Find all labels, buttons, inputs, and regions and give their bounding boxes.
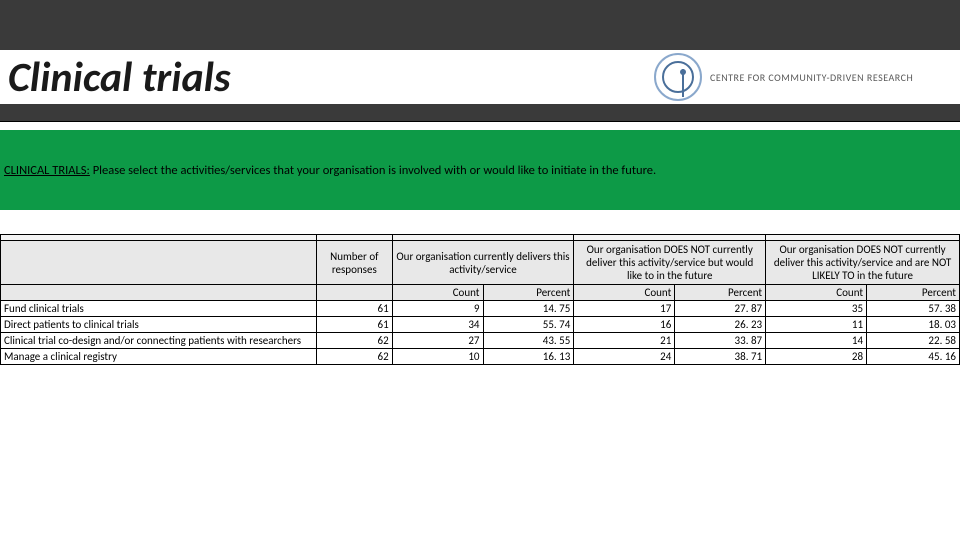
header-percent-3: Percent [867, 285, 960, 301]
row-label: Direct patients to clinical trials [1, 317, 317, 333]
logo-icon [654, 53, 702, 101]
instruction-lead: CLINICAL TRIALS: [4, 163, 90, 178]
row-p1: 43. 55 [483, 333, 574, 349]
row-p1: 16. 13 [483, 349, 574, 365]
table-row: Manage a clinical registry 62 10 16. 13 … [1, 349, 960, 365]
header-responses-blank [316, 285, 392, 301]
header-group-2: Our organisation DOES NOT currently deli… [574, 241, 766, 285]
row-c3: 28 [766, 349, 867, 365]
instruction-rest: Please select the activities/services th… [90, 163, 656, 178]
row-c3: 35 [766, 301, 867, 317]
title-underline [0, 104, 960, 122]
row-label: Fund clinical trials [1, 301, 317, 317]
row-p2: 27. 87 [675, 301, 766, 317]
table-row: Clinical trial co-design and/or connecti… [1, 333, 960, 349]
row-p1: 14. 75 [483, 301, 574, 317]
row-n: 61 [316, 301, 392, 317]
row-c1: 9 [392, 301, 483, 317]
page-title: Clinical trials [8, 52, 231, 103]
logo-block: CENTRE FOR COMMUNITY-DRIVEN RESEARCH [650, 50, 960, 104]
row-p2: 33. 87 [675, 333, 766, 349]
header-blank-2 [1, 285, 317, 301]
results-table-wrap: Number of responses Our organisation cur… [0, 234, 960, 365]
header-group-1: Our organisation currently delivers this… [392, 241, 574, 285]
row-p3: 45. 16 [867, 349, 960, 365]
row-p2: 26. 23 [675, 317, 766, 333]
top-bar [0, 0, 960, 50]
row-n: 62 [316, 333, 392, 349]
table-row: Fund clinical trials 61 9 14. 75 17 27. … [1, 301, 960, 317]
row-p1: 55. 74 [483, 317, 574, 333]
row-c1: 10 [392, 349, 483, 365]
header-responses: Number of responses [316, 241, 392, 285]
row-c1: 27 [392, 333, 483, 349]
results-table: Number of responses Our organisation cur… [0, 234, 960, 365]
row-p3: 57. 38 [867, 301, 960, 317]
header-count-3: Count [766, 285, 867, 301]
row-p2: 38. 71 [675, 349, 766, 365]
table-header-row-1: Number of responses Our organisation cur… [1, 241, 960, 285]
logo-text: CENTRE FOR COMMUNITY-DRIVEN RESEARCH [710, 71, 913, 84]
header-count-1: Count [392, 285, 483, 301]
row-n: 62 [316, 349, 392, 365]
header-group-3: Our organisation DOES NOT currently deli… [766, 241, 960, 285]
row-p3: 22. 58 [867, 333, 960, 349]
row-c1: 34 [392, 317, 483, 333]
row-c2: 21 [574, 333, 675, 349]
row-c3: 11 [766, 317, 867, 333]
row-label: Manage a clinical registry [1, 349, 317, 365]
table-header-row-2: Count Percent Count Percent Count Percen… [1, 285, 960, 301]
row-c2: 24 [574, 349, 675, 365]
row-p3: 18. 03 [867, 317, 960, 333]
instruction-text: CLINICAL TRIALS: Please select the activ… [4, 163, 656, 178]
row-n: 61 [316, 317, 392, 333]
table-row: Direct patients to clinical trials 61 34… [1, 317, 960, 333]
row-c3: 14 [766, 333, 867, 349]
header-count-2: Count [574, 285, 675, 301]
header-blank [1, 241, 317, 285]
header-percent-2: Percent [675, 285, 766, 301]
row-label: Clinical trial co-design and/or connecti… [1, 333, 317, 349]
row-c2: 16 [574, 317, 675, 333]
header-percent-1: Percent [483, 285, 574, 301]
row-c2: 17 [574, 301, 675, 317]
instruction-banner: CLINICAL TRIALS: Please select the activ… [0, 130, 960, 210]
